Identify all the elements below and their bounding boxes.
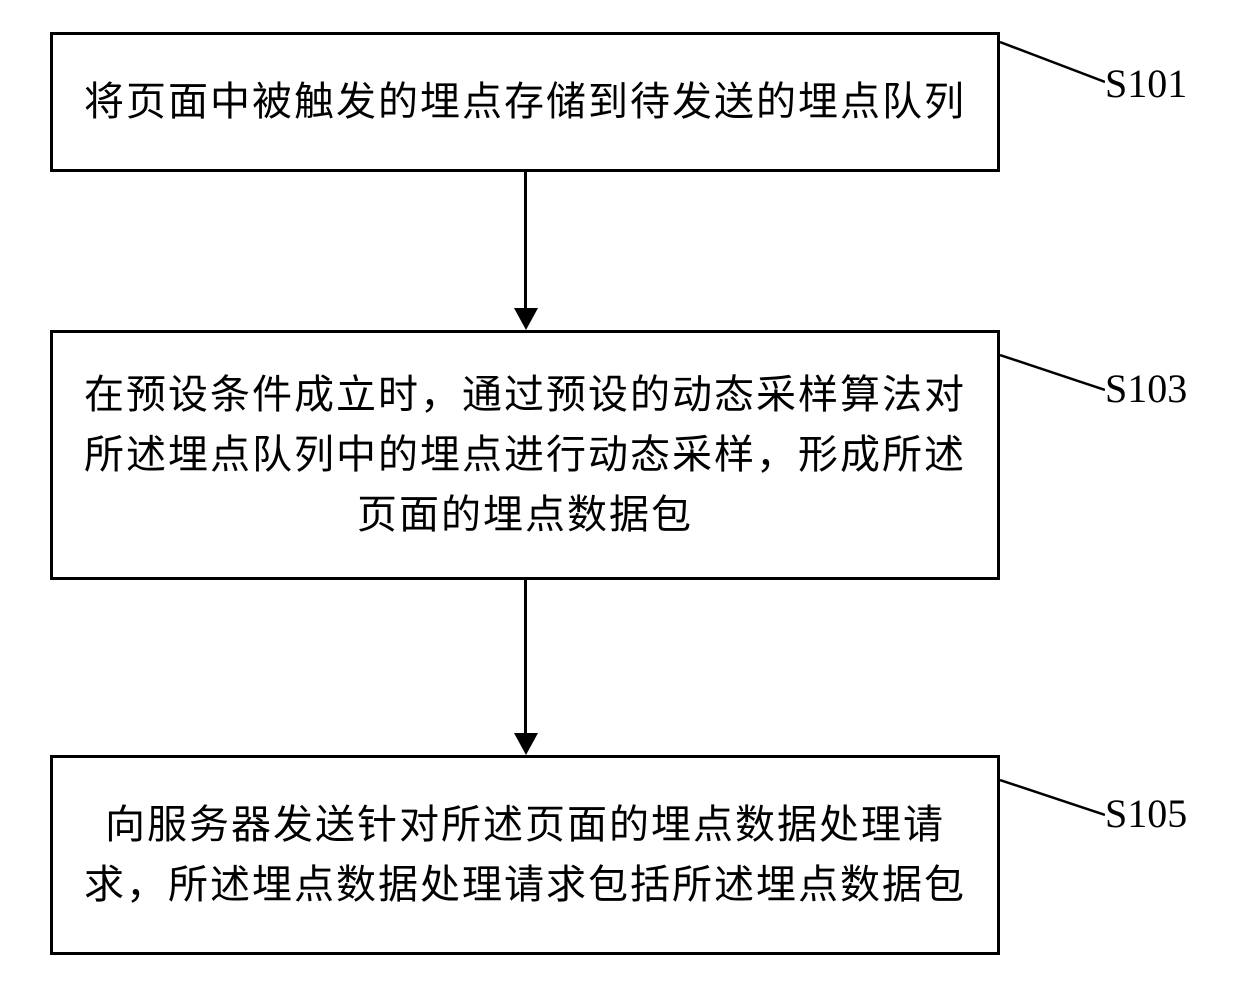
node-text: 向服务器发送针对所述页面的埋点数据处理请求，所述埋点数据处理请求包括所述埋点数据… xyxy=(77,795,973,915)
arrow-head-2 xyxy=(514,733,538,755)
node-label-s101: S101 xyxy=(1105,60,1187,107)
flowchart-node-s105: 向服务器发送针对所述页面的埋点数据处理请求，所述埋点数据处理请求包括所述埋点数据… xyxy=(50,755,1000,955)
arrow-line-2 xyxy=(524,580,527,735)
node-text: 将页面中被触发的埋点存储到待发送的埋点队列 xyxy=(84,72,966,132)
arrow-line-1 xyxy=(524,172,527,310)
arrow-head-1 xyxy=(514,308,538,330)
leader-line-s103 xyxy=(1000,340,1105,400)
flowchart-node-s103: 在预设条件成立时，通过预设的动态采样算法对所述埋点队列中的埋点进行动态采样，形成… xyxy=(50,330,1000,580)
leader-line-s101 xyxy=(1000,32,1105,92)
node-label-s105: S105 xyxy=(1105,790,1187,837)
node-label-s103: S103 xyxy=(1105,365,1187,412)
flowchart-node-s101: 将页面中被触发的埋点存储到待发送的埋点队列 xyxy=(50,32,1000,172)
node-text: 在预设条件成立时，通过预设的动态采样算法对所述埋点队列中的埋点进行动态采样，形成… xyxy=(77,365,973,545)
leader-line-s105 xyxy=(1000,765,1105,825)
flowchart-container: 将页面中被触发的埋点存储到待发送的埋点队列 S101 在预设条件成立时，通过预设… xyxy=(0,0,1240,1003)
